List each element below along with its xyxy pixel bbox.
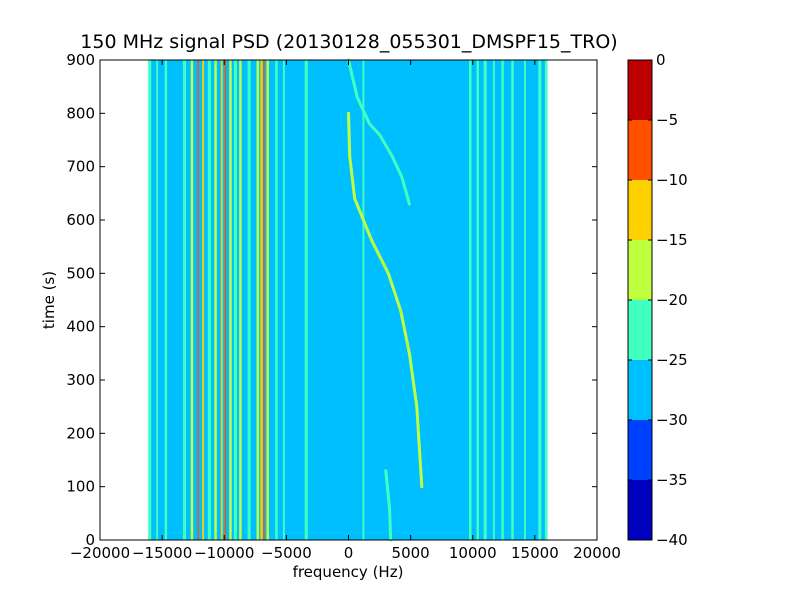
y-tick-label: 700 [66, 158, 95, 176]
colorbar-band [628, 120, 652, 180]
signal-line-29 [524, 60, 526, 540]
chart-title: 150 MHz signal PSD (20130128_055301_DMSP… [80, 31, 617, 53]
signal-line-21 [304, 60, 308, 540]
signal-line-12 [233, 60, 237, 540]
y-tick-label: 200 [66, 424, 95, 442]
plot-area: −20000 −15000 −10000 −5000 0 5000 10000 15000 20… [66, 51, 621, 562]
colorbar-band [628, 60, 652, 120]
colorbar-tick-label: −25 [656, 351, 688, 369]
signal-line-22 [362, 60, 365, 540]
x-tick-label: 10000 [449, 544, 497, 562]
signal-line-13 [239, 60, 242, 540]
signal-line-4 [190, 60, 194, 540]
colorbar-band [628, 480, 652, 540]
y-tick-label: 800 [66, 104, 95, 122]
y-tick-label: 900 [66, 51, 95, 69]
signal-line-18 [266, 60, 269, 540]
x-axis-label: frequency (Hz) [293, 563, 404, 581]
signal-line-5 [197, 60, 199, 540]
signal-line-0 [148, 60, 152, 540]
x-axis: −20000 −15000 −10000 −5000 0 5000 10000 15000 20… [70, 60, 621, 562]
signal-line-16 [260, 60, 263, 540]
signal-line-17 [263, 60, 265, 540]
colorbar-tick-label: −35 [656, 471, 688, 489]
x-tick-label: 20000 [573, 544, 621, 562]
signal-line-9 [220, 60, 223, 540]
doppler-trace-1 [347, 58, 411, 206]
colorbar-tick-label: −10 [656, 171, 688, 189]
x-tick-label: −10000 [194, 544, 254, 562]
signal-line-19 [275, 60, 278, 540]
colorbar-tick-label: −40 [656, 531, 688, 549]
signal-line-3 [182, 60, 187, 540]
colorbar-tick-label: 0 [656, 51, 666, 69]
signal-line-27 [501, 60, 504, 540]
colorbar-tick-label: −20 [656, 291, 688, 309]
signal-line-30 [538, 60, 542, 540]
signal-line-11 [229, 60, 232, 540]
y-axis-label: time (s) [40, 271, 58, 329]
y-tick-label: 600 [66, 211, 95, 229]
y-tick-label: 100 [66, 478, 95, 496]
y-tick-label: 300 [66, 371, 95, 389]
signal-line-7 [207, 60, 211, 540]
doppler-trace-0 [347, 111, 424, 489]
signal-line-24 [476, 60, 479, 540]
y-tick-label: 400 [66, 318, 95, 336]
colorbar-tick-label: −15 [656, 231, 688, 249]
colorbar: 0 −5 −10 −15 −20 −25 −30 −35 −40 [627, 51, 688, 549]
signal-line-25 [483, 60, 487, 540]
colorbar-band [628, 240, 652, 300]
colorbar-band [628, 180, 652, 240]
signal-line-31 [544, 60, 548, 540]
signal-line-6 [202, 60, 205, 540]
signal-line-20 [282, 60, 285, 540]
colorbar-band [628, 420, 652, 480]
y-axis: 0 100 200 300 400 500 600 700 800 900 [66, 51, 597, 549]
colorbar-ticks: 0 −5 −10 −15 −20 −25 −30 −35 −40 [628, 51, 688, 549]
signal-line-26 [492, 60, 495, 540]
signal-line-23 [469, 60, 472, 540]
colorbar-tick-label: −30 [656, 411, 688, 429]
signal-line-14 [247, 60, 251, 540]
x-tick-label: 0 [344, 544, 354, 562]
colorbar-band [628, 360, 652, 420]
colorbar-tick-label: −5 [656, 111, 678, 129]
colorbar-band [628, 300, 652, 360]
signal-line-28 [511, 60, 514, 540]
signal-line-10 [224, 60, 227, 540]
x-tick-label: 15000 [511, 544, 559, 562]
x-tick-label: −20000 [70, 544, 130, 562]
x-tick-label: 5000 [392, 544, 430, 562]
x-tick-label: −15000 [132, 544, 192, 562]
colorbar-levels [628, 60, 652, 540]
signal-line-15 [256, 60, 260, 540]
trace-layer [347, 58, 424, 542]
signal-line-1 [156, 60, 159, 540]
y-tick-label: 0 [85, 531, 95, 549]
signal-line-8 [214, 60, 217, 540]
signal-line-2 [164, 60, 168, 540]
y-tick-label: 500 [66, 264, 95, 282]
x-tick-label: −5000 [261, 544, 312, 562]
doppler-trace-2 [384, 469, 393, 542]
